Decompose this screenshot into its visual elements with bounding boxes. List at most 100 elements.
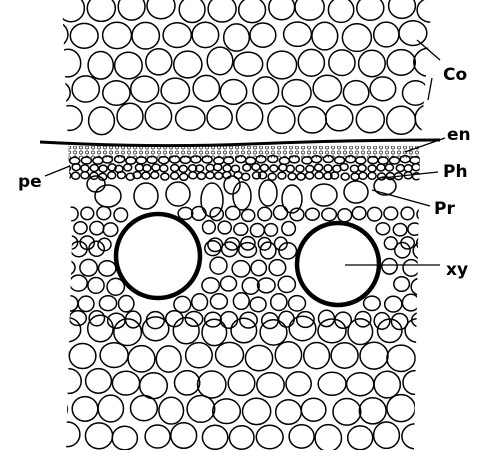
cortex-cell xyxy=(62,104,83,132)
phloem-cell xyxy=(257,171,268,180)
pericycle-cell xyxy=(101,155,114,164)
pericycle-cell xyxy=(288,155,301,164)
phloem-cell xyxy=(251,162,261,172)
conjunctive-cell xyxy=(419,294,432,313)
conjunctive-cell xyxy=(317,371,347,397)
conjunctive-cell xyxy=(431,278,432,295)
conjunctive-cell xyxy=(429,242,432,260)
cortex-cell xyxy=(328,49,356,77)
conjunctive-cell xyxy=(71,395,99,422)
cortex-cell xyxy=(160,77,191,105)
conjunctive-cell xyxy=(317,318,347,344)
conjunctive-cell xyxy=(62,241,70,259)
cortex-cell xyxy=(312,74,343,103)
conjunctive-cell xyxy=(86,314,114,343)
conjunctive-cell xyxy=(249,296,267,313)
conjunctive-cell xyxy=(201,219,217,235)
phloem-cell xyxy=(357,163,367,173)
phloem-cell xyxy=(106,171,117,180)
label-pr: Pr xyxy=(434,199,455,219)
conjunctive-cell xyxy=(256,277,276,294)
conjunctive-cell xyxy=(330,342,359,369)
conjunctive-cell xyxy=(334,311,353,330)
phloem-tissue xyxy=(62,162,432,182)
pericycle-cell xyxy=(278,156,291,166)
conjunctive-cell xyxy=(263,222,279,237)
conjunctive-cell xyxy=(277,310,295,328)
conjunctive-cell xyxy=(240,235,256,251)
cortex-cell xyxy=(356,0,385,22)
endodermis-band xyxy=(62,146,432,158)
conjunctive-cell xyxy=(431,235,432,251)
cortex-cell xyxy=(252,76,280,105)
conjunctive-cell xyxy=(450,278,467,294)
conjunctive-cell xyxy=(113,207,129,223)
conjunctive-cell xyxy=(62,259,76,276)
conjunctive-cell xyxy=(383,236,398,251)
phloem-cell xyxy=(169,171,180,181)
protoxylem-cell xyxy=(94,184,122,208)
metaxylem-vessel-left xyxy=(113,211,203,301)
conjunctive-cell xyxy=(300,397,327,422)
conjunctive-cell xyxy=(33,207,46,219)
cortex-cell xyxy=(69,22,99,49)
pericycle-cell xyxy=(333,155,346,165)
conjunctive-cell xyxy=(430,425,432,450)
phloem-cell xyxy=(116,170,127,180)
protoxylem-cell xyxy=(310,183,338,207)
cortex-cell xyxy=(207,0,237,23)
conjunctive-tissue xyxy=(30,204,467,450)
cortex-cell xyxy=(355,105,386,134)
pericycle-cell xyxy=(80,156,93,165)
conjunctive-cell xyxy=(138,372,169,400)
conjunctive-cell xyxy=(220,241,239,258)
conjunctive-cell xyxy=(184,310,204,328)
conjunctive-cell xyxy=(62,206,64,221)
cortex-cell xyxy=(311,21,339,51)
conjunctive-cell xyxy=(219,275,238,292)
conjunctive-cell xyxy=(272,204,289,221)
cortex-cell xyxy=(222,23,251,52)
conjunctive-cell xyxy=(127,344,156,373)
conjunctive-cell xyxy=(351,206,367,221)
conjunctive-cell xyxy=(448,236,461,248)
cortex-cell xyxy=(87,106,116,136)
cortex-cell xyxy=(144,102,173,131)
conjunctive-cell xyxy=(393,241,411,259)
conjunctive-cell xyxy=(68,274,88,292)
conjunctive-cell xyxy=(173,369,201,396)
conjunctive-cell xyxy=(204,240,222,257)
conjunctive-cell xyxy=(62,341,70,368)
phloem-cell xyxy=(149,170,160,180)
conjunctive-cell xyxy=(30,318,56,342)
cortex-cell xyxy=(174,105,206,132)
phloem-cell xyxy=(278,163,288,172)
conjunctive-cell xyxy=(269,292,288,312)
cortex-cell xyxy=(113,51,143,80)
phloem-cell xyxy=(350,172,360,181)
phloem-cell xyxy=(296,172,306,181)
phloem-cell xyxy=(122,163,133,172)
conjunctive-cell xyxy=(321,207,338,222)
conjunctive-cell xyxy=(304,207,320,221)
conjunctive-cell xyxy=(376,318,403,344)
cortex-cell xyxy=(297,48,326,77)
conjunctive-cell xyxy=(228,425,255,450)
phloem-cell xyxy=(62,171,72,180)
phloem-cell xyxy=(141,171,151,180)
phloem-cell xyxy=(251,171,262,180)
cortex-cell xyxy=(206,46,234,76)
phloem-cell xyxy=(205,170,215,180)
conjunctive-cell xyxy=(98,295,118,312)
conjunctive-cell xyxy=(375,221,391,236)
conjunctive-cell xyxy=(386,344,416,373)
phloem-cell xyxy=(267,172,277,181)
phloem-cell xyxy=(340,172,350,181)
conjunctive-cell xyxy=(87,276,105,295)
conjunctive-cell xyxy=(230,317,258,344)
conjunctive-cell xyxy=(240,208,256,223)
phloem-cell xyxy=(107,163,117,172)
pericycle-cell xyxy=(201,155,213,164)
conjunctive-cell xyxy=(366,206,383,222)
pericycle-cell xyxy=(146,155,158,165)
